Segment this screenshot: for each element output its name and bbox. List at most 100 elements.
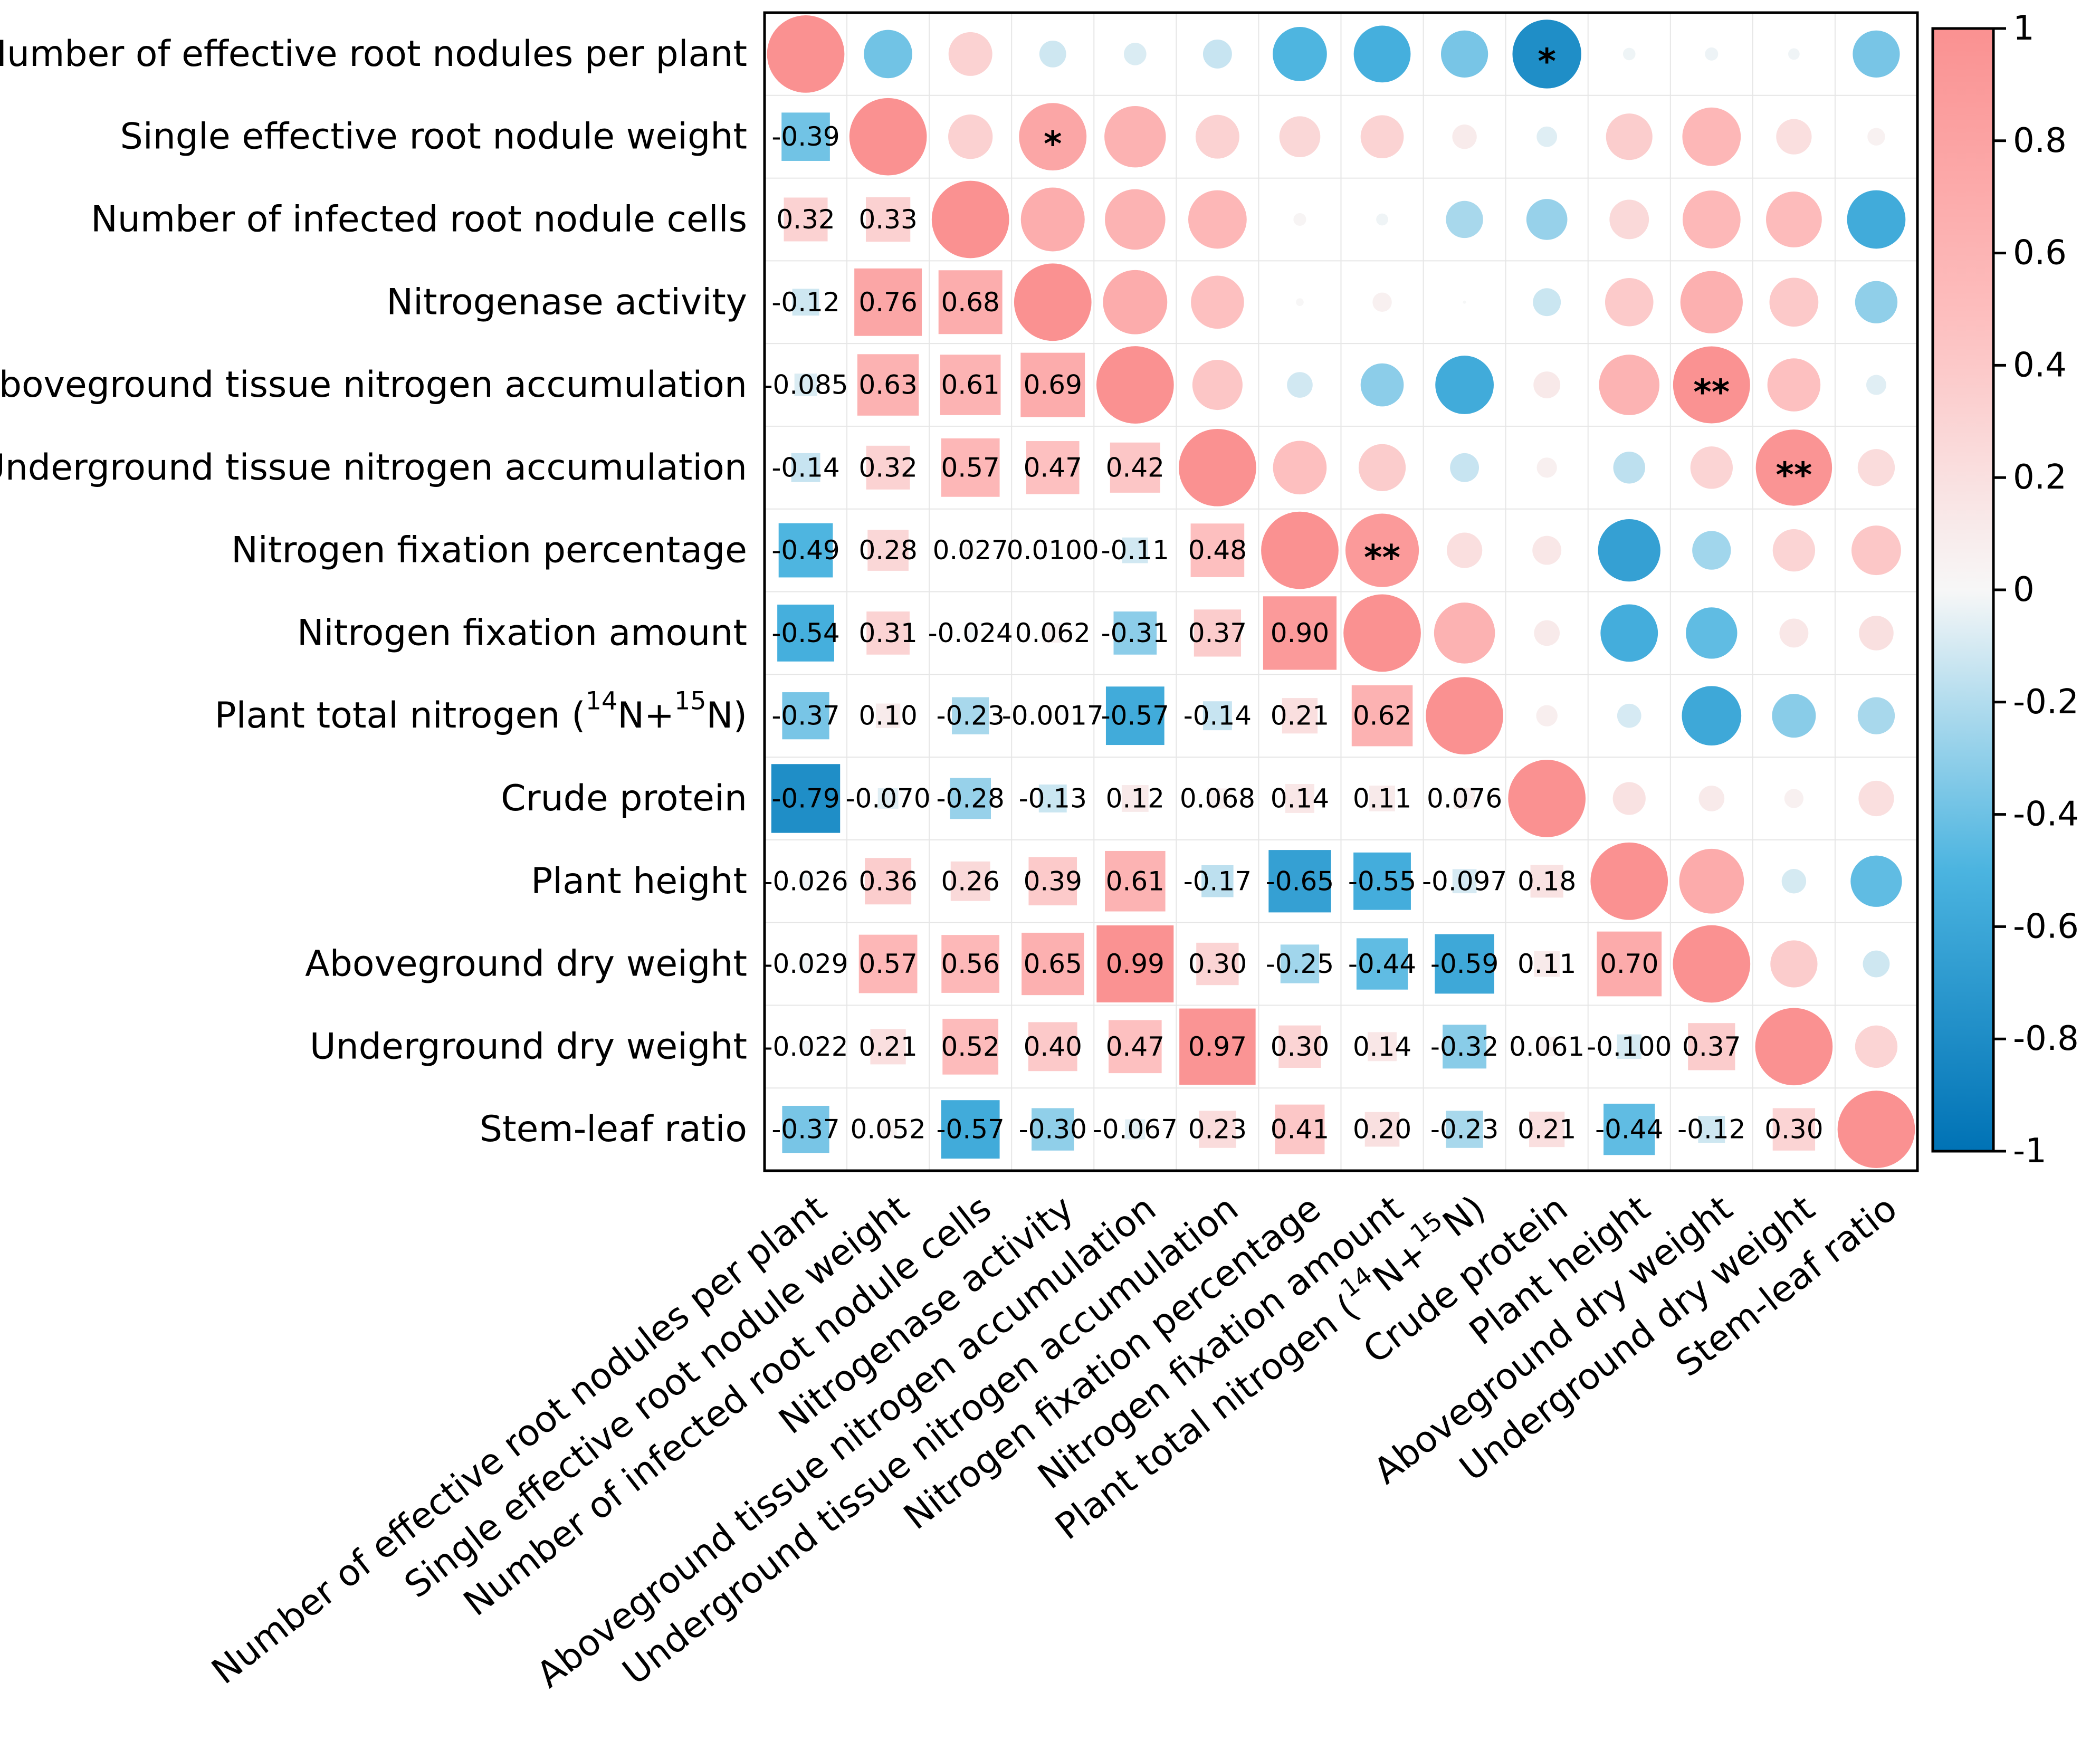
correlation-square: [870, 1029, 906, 1065]
correlation-square: [1435, 934, 1494, 994]
correlation-square: [866, 611, 910, 655]
value-label: 0.42: [1106, 452, 1164, 483]
plot-border: [763, 11, 1919, 1172]
correlation-circle: [1296, 298, 1304, 307]
value-label: 0.32: [858, 452, 917, 483]
correlation-circle: [1191, 275, 1244, 329]
correlation-square: [782, 1105, 829, 1153]
value-label: -0.49: [771, 535, 839, 566]
correlation-square: [941, 438, 1000, 497]
correlation-square: [1356, 938, 1408, 990]
correlation-square: [941, 1100, 1000, 1159]
correlation-square: [1278, 1025, 1321, 1068]
value-label: 0.33: [858, 204, 917, 235]
correlation-circle: [1779, 618, 1809, 648]
correlation-circle: [1105, 189, 1166, 250]
correlation-square: [964, 544, 977, 557]
value-label: 0.48: [1188, 535, 1247, 566]
correlation-square: [1282, 698, 1318, 734]
correlation-circle: [1123, 43, 1147, 65]
correlation-circle: [1598, 519, 1660, 582]
value-label: 0.37: [1188, 618, 1247, 648]
value-label: -0.65: [1266, 866, 1334, 896]
correlation-circle: [1446, 200, 1483, 238]
correlation-circle: [1452, 124, 1477, 149]
correlation-square: [777, 604, 834, 662]
value-label: -0.13: [1019, 783, 1087, 814]
value-label: 0.68: [941, 287, 1000, 318]
correlation-square: [1038, 785, 1067, 812]
correlation-square: [1109, 1020, 1162, 1074]
correlation-circle: [1020, 187, 1085, 252]
correlation-square: [938, 270, 1003, 334]
colorbar-tick-label: 0: [2013, 570, 2035, 609]
value-label: 0.61: [1106, 866, 1164, 896]
value-label: 0.47: [1024, 452, 1082, 483]
value-label: -0.022: [763, 1031, 848, 1062]
correlation-circle: [1526, 199, 1568, 240]
correlation-circle: [1039, 40, 1066, 68]
correlation-circle: [1682, 190, 1741, 248]
value-label: -0.14: [1183, 701, 1252, 731]
correlation-circle: [1673, 346, 1750, 424]
correlation-square: [799, 875, 812, 888]
correlation-circle: [1857, 449, 1895, 486]
y-axis-label: Nitrogen fixation amount: [297, 612, 747, 654]
value-label: -0.79: [771, 783, 839, 814]
correlation-circle: [1776, 119, 1812, 155]
correlation-square: [1179, 1008, 1256, 1085]
value-label: -0.23: [936, 701, 1004, 731]
correlation-square: [1280, 944, 1320, 983]
value-label: 0.57: [941, 452, 1000, 483]
correlation-square: [1617, 1034, 1641, 1059]
correlation-square: [1454, 788, 1475, 809]
correlation-circle: [1450, 453, 1479, 482]
correlation-square: [1105, 686, 1164, 745]
correlation-circle: [1358, 444, 1406, 491]
correlation-circle: [1273, 441, 1327, 495]
value-label: -0.024: [928, 618, 1013, 648]
value-label: 0.0100: [1007, 535, 1099, 566]
colorbar-tick-label: -1: [2013, 1132, 2047, 1171]
correlation-circle: [1770, 940, 1818, 988]
correlation-circle: [1508, 760, 1586, 837]
correlation-circle: [1692, 531, 1731, 570]
correlation-circle: [1293, 213, 1306, 226]
colorbar-tick-label: -0.2: [2013, 683, 2079, 722]
correlation-circle: [1202, 39, 1232, 69]
correlation-circle: [1279, 116, 1321, 157]
value-label: 0.068: [1180, 783, 1255, 814]
y-axis-label: Plant total nitrogen (14N+15N): [215, 687, 747, 737]
y-axis-label: Number of effective root nodules per pla…: [0, 33, 747, 75]
correlation-circle: [1343, 594, 1421, 672]
correlation-circle: [1606, 113, 1653, 160]
value-label: 0.23: [1188, 1114, 1247, 1145]
colorbar-tick-label: 0.2: [2013, 458, 2067, 497]
value-label: -0.28: [936, 783, 1004, 814]
correlation-circle: [1617, 703, 1641, 728]
value-label: -0.12: [771, 287, 839, 318]
y-axis-label: Crude protein: [501, 778, 747, 819]
correlation-circle: [1590, 842, 1668, 920]
correlation-square: [1190, 523, 1245, 577]
correlation-square: [1452, 869, 1477, 894]
correlation-square: [1110, 442, 1160, 493]
correlation-square: [1597, 931, 1662, 997]
correlation-square: [1048, 546, 1057, 554]
correlation-circle: [1755, 1008, 1833, 1086]
correlation-square: [1122, 537, 1148, 563]
correlation-circle: [1536, 126, 1558, 147]
correlation-circle: [1680, 271, 1743, 333]
value-label: 0.52: [941, 1031, 1000, 1062]
correlation-circle: [1705, 47, 1719, 61]
correlation-circle: [1287, 372, 1313, 398]
correlation-circle: [1345, 513, 1419, 587]
value-label: 0.11: [1517, 949, 1576, 979]
correlation-square: [1020, 352, 1085, 417]
correlation-circle: [864, 30, 912, 79]
correlation-square: [1028, 857, 1077, 906]
correlation-circle: [1372, 292, 1392, 312]
value-label: -0.37: [771, 1114, 839, 1145]
correlation-square: [1043, 623, 1063, 643]
